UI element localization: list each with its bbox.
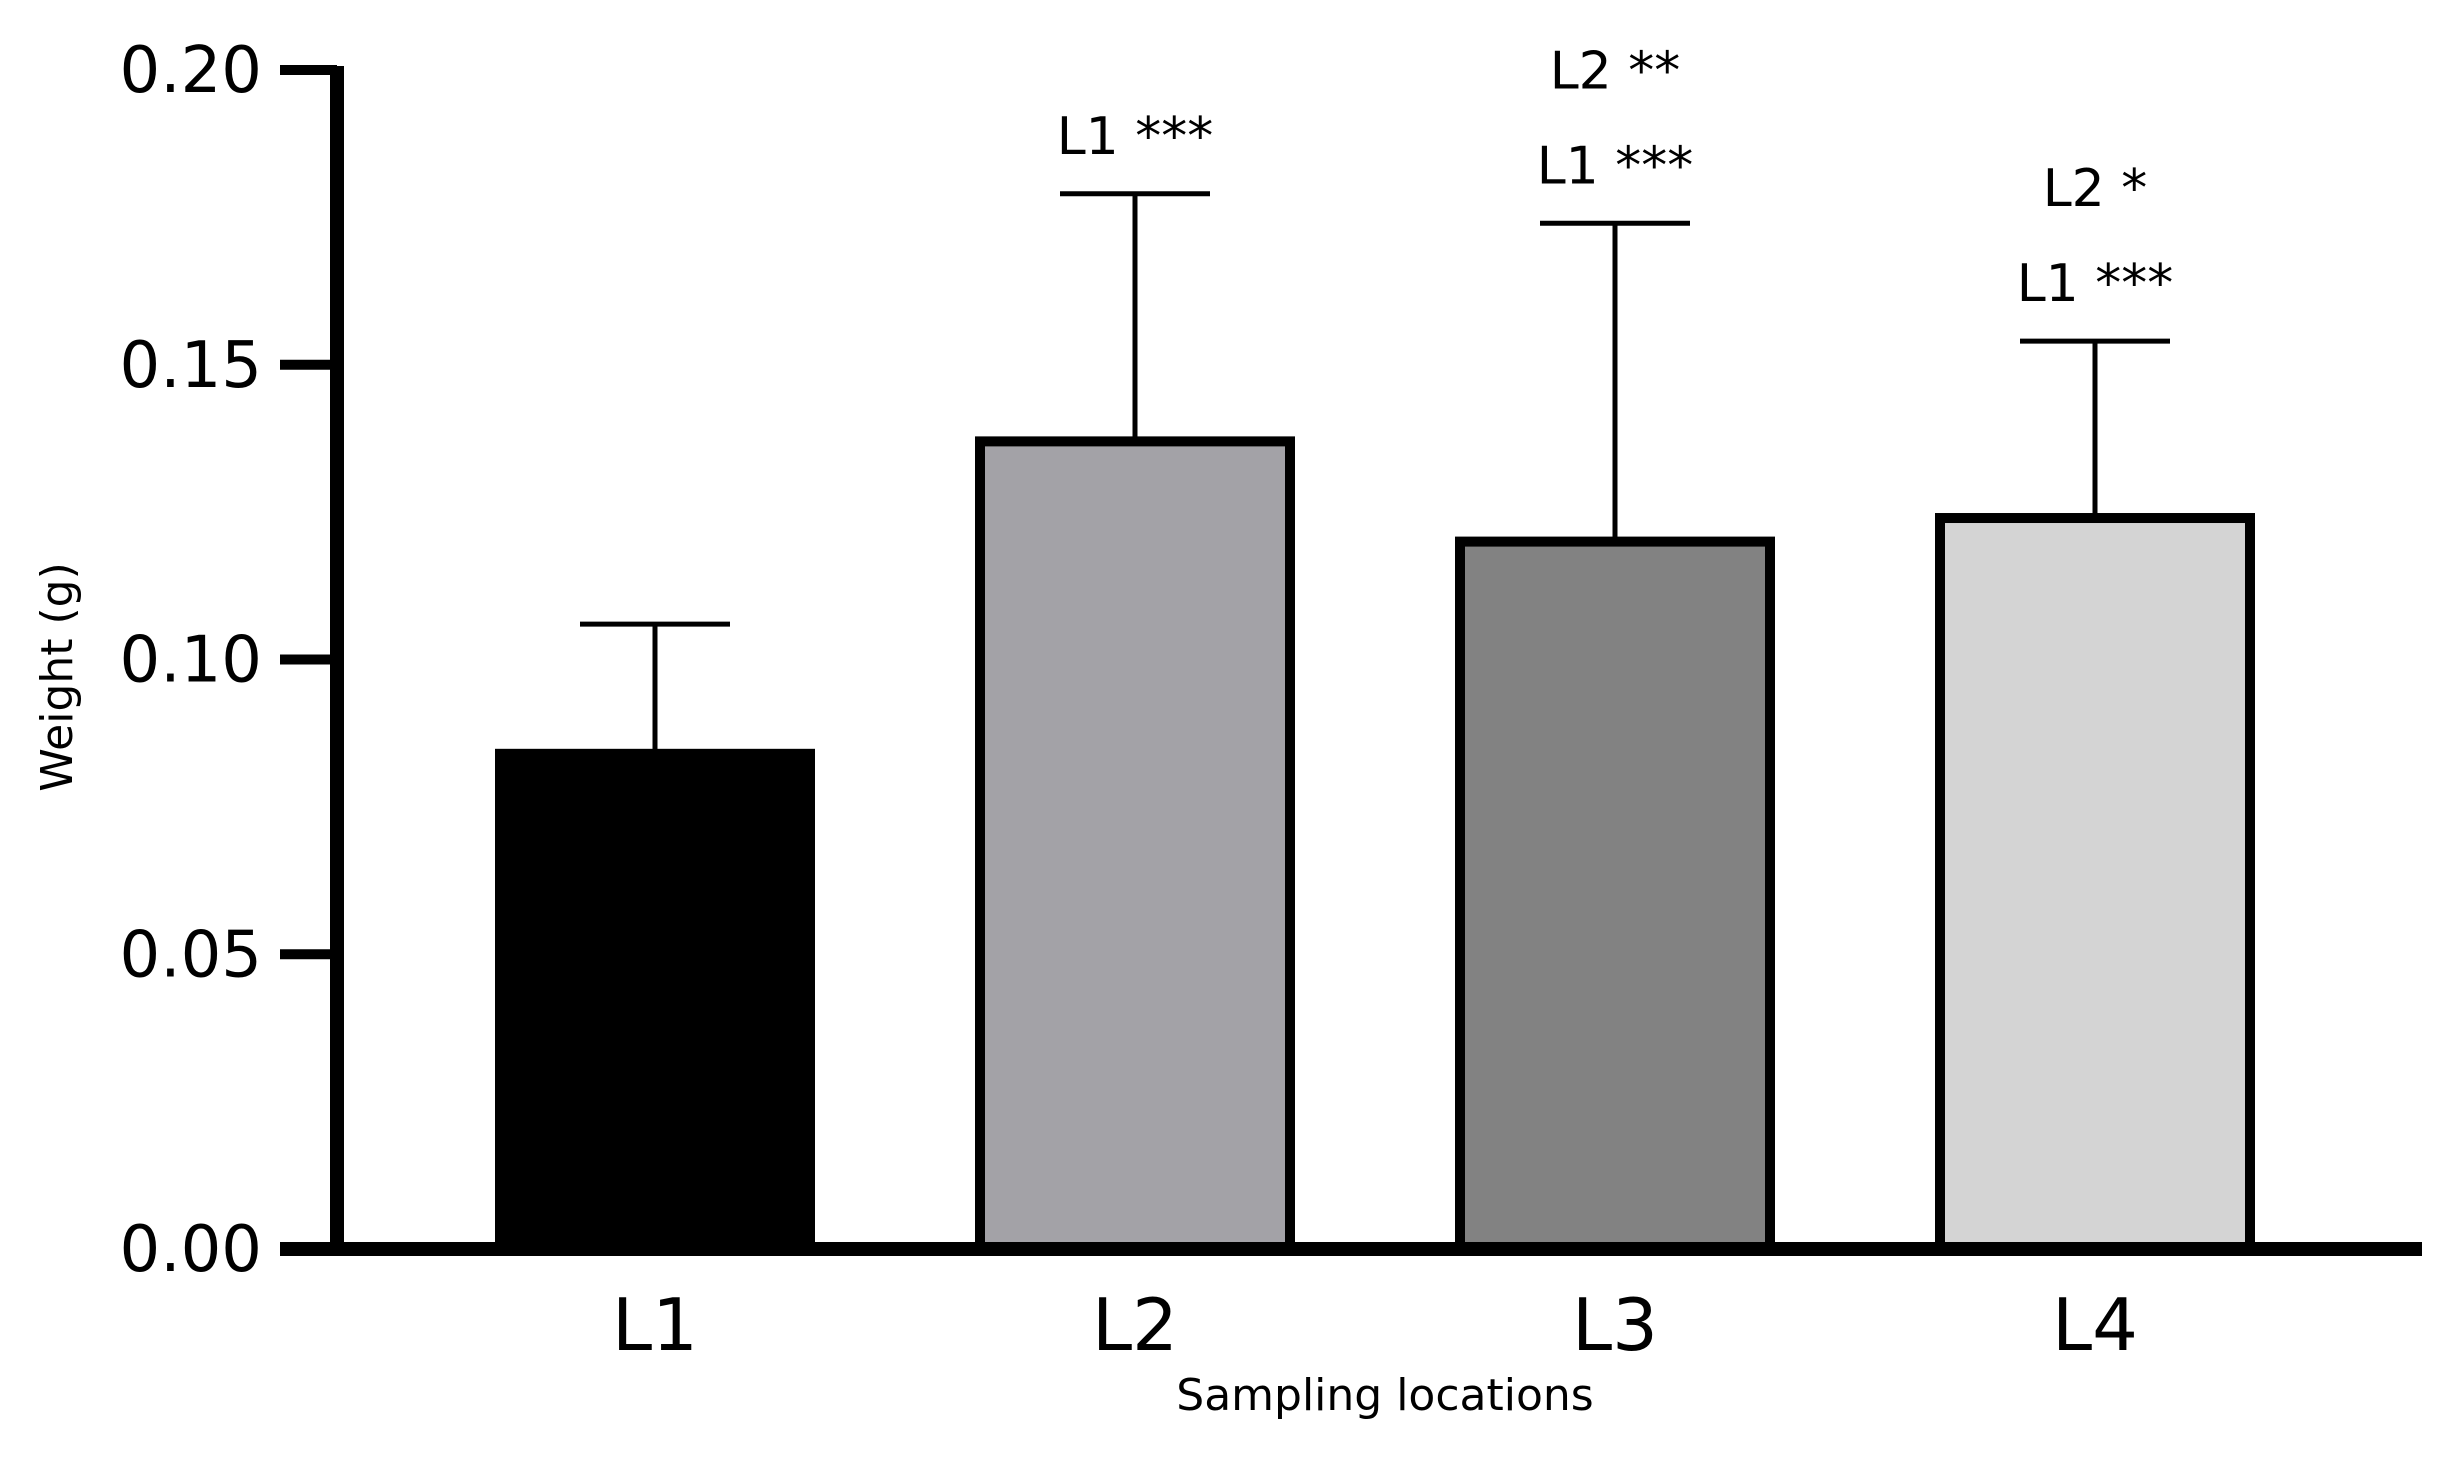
- x-tick-label-l3: L3: [1572, 1283, 1658, 1367]
- significance-label-l4: L2 *: [2043, 159, 2148, 219]
- bar-l4: [1935, 513, 2255, 1254]
- significance-label-l3: L2 **: [1550, 41, 1681, 101]
- x-axis-title: Sampling locations: [1176, 1370, 1593, 1421]
- bar-l1: [495, 748, 815, 1254]
- bar-l3: [1455, 536, 1775, 1254]
- significance-label-l2: L1 ***: [1057, 107, 1214, 167]
- bar-l2: [975, 436, 1295, 1254]
- significance-label-l4: L1 ***: [2017, 254, 2174, 314]
- annotations-layer: L1 *** L2 ** L1 *** L2 * L1 ***: [1057, 41, 2174, 314]
- x-tick-label-l2: L2: [1092, 1283, 1178, 1367]
- y-tick-label: 0.15: [120, 329, 263, 403]
- y-tick-label: 0.10: [120, 624, 263, 698]
- x-tick-label-l4: L4: [2052, 1283, 2138, 1367]
- y-tick-label: 0.00: [120, 1213, 263, 1287]
- y-tick-label: 0.05: [120, 918, 263, 992]
- y-axis-title: Weight (g): [32, 562, 83, 792]
- bars-layer: [495, 436, 2255, 1254]
- y-tick-label: 0.20: [120, 34, 263, 108]
- axes-layer: 0.00 0.05 0.10 0.15 0.20 L1 L2 L3 L4: [120, 34, 2422, 1367]
- x-tick-label-l1: L1: [612, 1283, 698, 1367]
- significance-label-l3: L1 ***: [1537, 136, 1694, 196]
- error-bars-layer: [580, 191, 2170, 754]
